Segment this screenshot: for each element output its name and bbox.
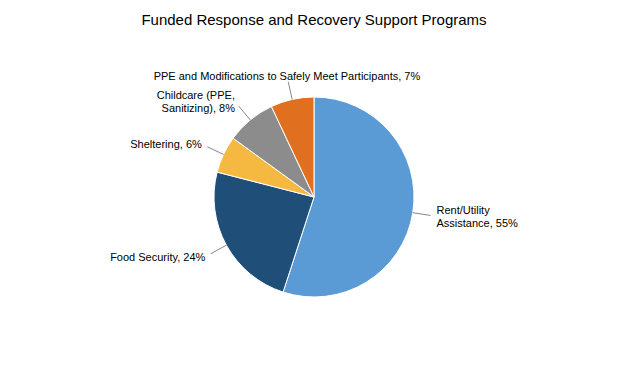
html-text:Funded Response and Recovery S: Funded Response and Recovery Support Pro… <box>141 11 487 28</box>
svg-text:PPE and Modifications to Safel: PPE and Modifications to Safely Meet Par… <box>154 70 421 82</box>
svg-text:Sheltering, 6%: Sheltering, 6% <box>130 138 202 150</box>
svg-text:Food Security, 24%: Food Security, 24% <box>110 251 205 263</box>
svg-text:Childcare (PPE,Sanitizing), 8%: Childcare (PPE,Sanitizing), 8% <box>157 89 235 114</box>
svg-text:Rent/UtilityAssistance, 55%: Rent/UtilityAssistance, 55% <box>436 204 518 229</box>
